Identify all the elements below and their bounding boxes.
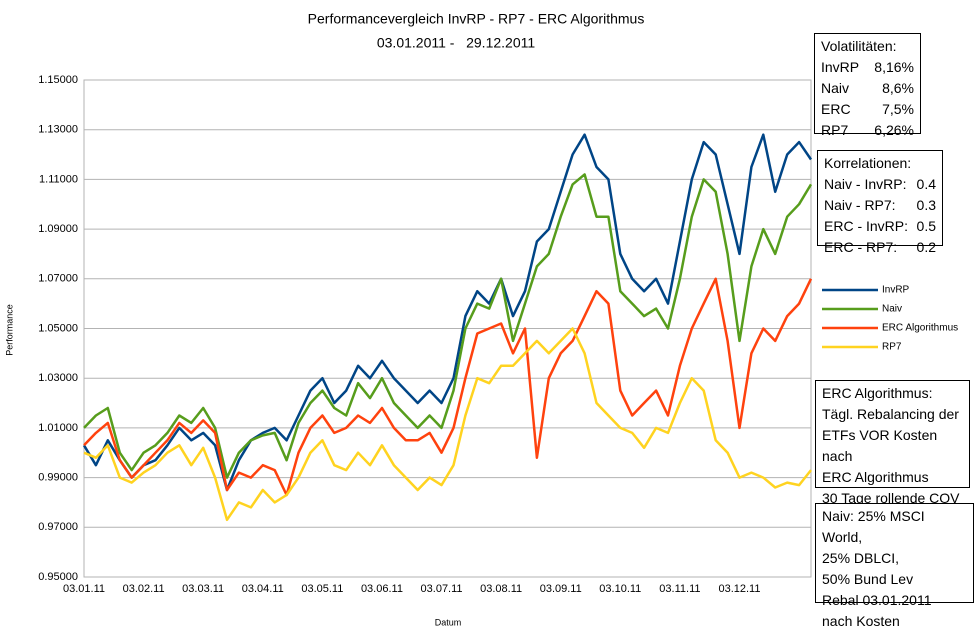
y-tick-label: 1.11000	[39, 173, 78, 185]
x-tick-label: 03.11.11	[659, 583, 700, 595]
box-cell: InvRP	[821, 59, 860, 75]
x-tick-label: 03.03.11	[182, 583, 224, 595]
box-line: Naiv: 25% MSCI World,	[822, 508, 925, 545]
box-cell: Naiv	[821, 80, 850, 96]
y-tick-label: 1.07000	[38, 273, 78, 285]
y-tick-label: 0.95000	[38, 571, 78, 583]
box-line: 50% Bund Lev	[822, 571, 914, 587]
series-line	[82, 133, 813, 492]
box-cell: 0.3	[916, 197, 936, 213]
x-tick-label: 03.12.11	[718, 583, 760, 595]
box-line: ETFs VOR Kosten nach	[822, 427, 938, 464]
box-cell: RP7	[821, 122, 849, 138]
series-line	[83, 277, 813, 497]
box-line: Tägl. Rebalancing der	[822, 406, 959, 422]
y-tick-label: 1.03000	[38, 372, 78, 384]
box-cell: Naiv - InvRP:	[824, 176, 907, 192]
box-row: InvRP 8,16%	[821, 57, 914, 78]
annotation-box: ERC Algorithmus: Tägl. Rebalancing der ETF…	[815, 380, 970, 506]
y-axis-label: Performance	[4, 304, 14, 356]
y-tick-label: 0.97000	[38, 521, 78, 533]
y-tick-label: 1.09000	[38, 223, 78, 235]
series-line	[83, 327, 812, 522]
x-tick-label: 03.05.11	[301, 583, 343, 595]
annotation-box: Korrelationen: Naiv - InvRP: 0.4 Naiv - RP7…	[817, 150, 943, 255]
x-tick-label: 03.06.11	[361, 583, 403, 595]
y-tick-label: 1.05000	[38, 322, 78, 334]
box-line: nach Kosten	[822, 613, 900, 629]
box-cell: 8,16%	[874, 59, 914, 75]
box-cell: 0.5	[916, 218, 936, 234]
y-tick-label: 1.01000	[38, 422, 78, 434]
annotation-box: Volatilitäten: InvRP 8,16% Naiv 8,6% ERC 7,5% R…	[814, 33, 921, 138]
box-cell: 8,6%	[882, 80, 914, 96]
box-cell: ERC - RP7:	[824, 239, 898, 255]
box-title: Volatilitäten:	[821, 38, 897, 54]
legend-label: RP7	[882, 342, 902, 353]
series-line	[83, 173, 813, 479]
x-tick-label: 03.10.11	[599, 583, 641, 595]
box-cell: 0.4	[916, 176, 936, 192]
x-tick-label: 03.08.11	[480, 583, 522, 595]
chart-title: Performancevergleich InvRP - RP7 - ERC A…	[308, 11, 645, 27]
y-tick-label: 1.15000	[38, 74, 78, 86]
legend-label: Naiv	[882, 304, 902, 315]
x-tick-label: 03.07.11	[421, 583, 463, 595]
box-cell: 7,5%	[882, 101, 914, 117]
box-line: ERC Algorithmus	[822, 469, 929, 485]
box-row: Naiv - InvRP: 0.4	[824, 174, 936, 195]
annotation-box: Naiv: 25% MSCI World, 25% DBLCI, 50% Bund …	[815, 503, 974, 629]
box-cell: 6,26%	[874, 122, 914, 138]
x-tick-label: 03.01.11	[63, 583, 105, 595]
box-cell: 0.2	[916, 239, 936, 255]
box-cell: ERC	[821, 101, 851, 117]
y-tick-label: 0.99000	[38, 472, 78, 484]
x-tick-label: 03.02.11	[123, 583, 165, 595]
box-line: Rebal 03.01.2011	[822, 592, 932, 608]
box-row: ERC - InvRP: 0.5	[824, 216, 936, 237]
x-tick-label: 03.09.11	[540, 583, 582, 595]
legend-label: InvRP	[882, 285, 910, 296]
plot-border	[83, 79, 812, 578]
box-row: ERC - RP7: 0.2	[824, 237, 936, 258]
box-line: ERC Algorithmus:	[822, 385, 933, 401]
box-cell: ERC - InvRP:	[824, 218, 909, 234]
box-cell: Naiv - RP7:	[824, 197, 896, 213]
box-title: Korrelationen:	[824, 155, 912, 171]
legend-label: ERC Algorithmus	[882, 323, 958, 334]
box-line: 25% DBLCI,	[822, 550, 900, 566]
x-tick-label: 03.04.11	[242, 583, 284, 595]
box-row: ERC 7,5%	[821, 99, 914, 120]
box-line: 30 Tage rollende COV	[822, 490, 960, 506]
box-row: RP7 6,26%	[821, 120, 914, 141]
box-row: Naiv - RP7: 0.3	[824, 195, 936, 216]
box-row: Naiv 8,6%	[821, 78, 914, 99]
x-axis-label: Datum	[435, 617, 462, 627]
y-tick-label: 1.13000	[38, 124, 78, 136]
chart-subtitle: 03.01.2011 - 29.12.2011	[377, 35, 535, 51]
